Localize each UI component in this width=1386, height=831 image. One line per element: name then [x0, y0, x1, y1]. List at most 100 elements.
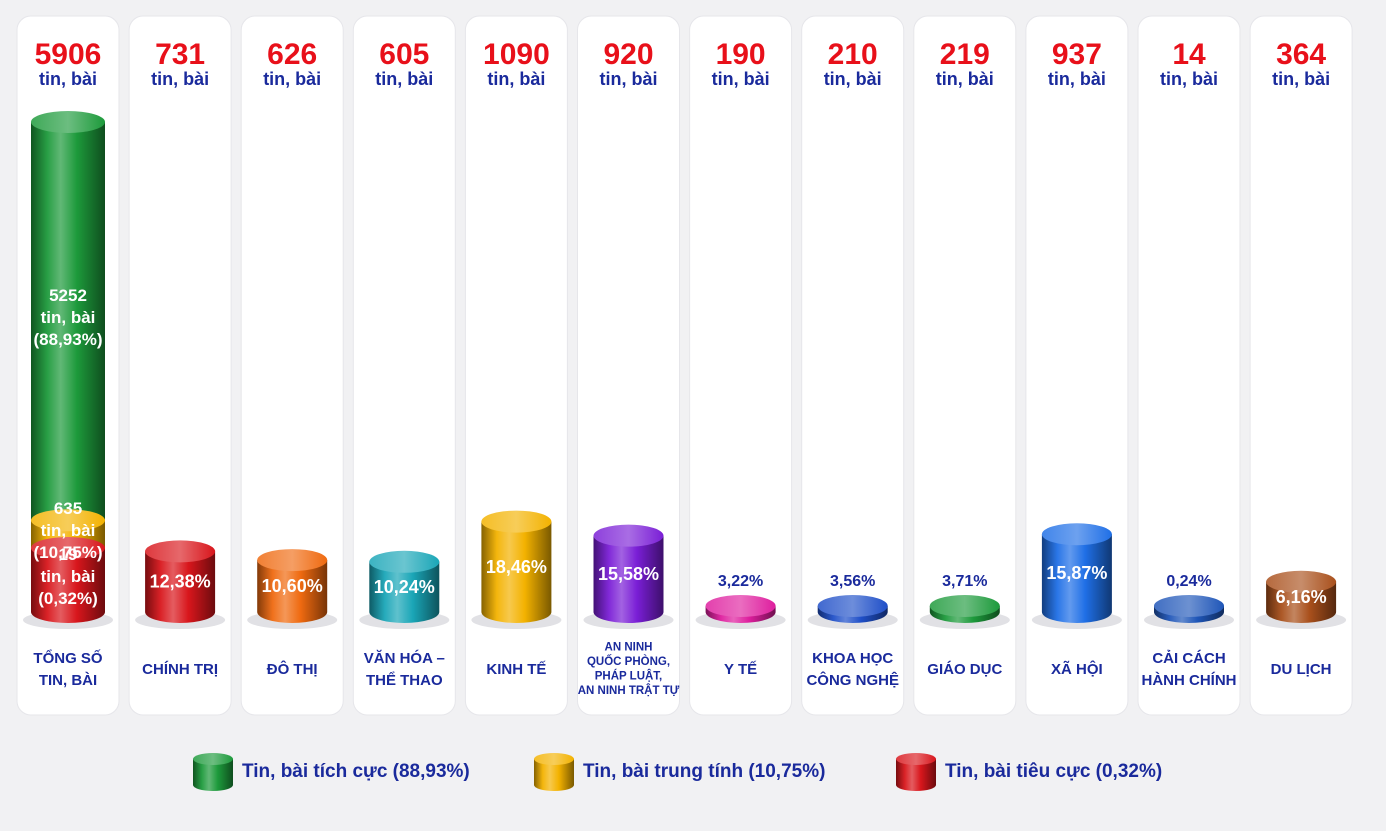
total-unit-label: tin, bài: [487, 69, 545, 89]
total-value: 364: [1276, 38, 1326, 71]
category-label: Y TẾ: [724, 661, 757, 678]
bar-percent-label: 10,24%: [374, 577, 435, 597]
segment-label-negative: 19 tin, bài (0,32%): [38, 545, 98, 608]
total-value: 190: [716, 38, 766, 71]
bar-6-top: [705, 595, 776, 617]
legend-swatch-negative: [895, 751, 937, 793]
category-panel: [1249, 15, 1353, 716]
total-unit-label: tin, bài: [1272, 69, 1330, 89]
bar-percent-label: 10,60%: [262, 576, 323, 596]
bar-2: [257, 549, 328, 623]
total-value: 14: [1172, 38, 1206, 71]
total-value: 210: [828, 38, 878, 71]
bar-5: [593, 524, 664, 623]
total-unit-label: tin, bài: [375, 69, 433, 89]
legend-cylinder-body: [896, 759, 936, 791]
total-unit-label: tin, bài: [263, 69, 321, 89]
total-unit-label: tin, bài: [1160, 69, 1218, 89]
legend-cylinder: [534, 753, 574, 791]
bar-8-top: [929, 595, 1000, 617]
category-label: GIÁO DỤC: [927, 661, 1002, 678]
total-unit-label: tin, bài: [712, 69, 770, 89]
category-panel: [128, 15, 232, 716]
legend-cylinder-body: [534, 759, 574, 791]
legend-label-neutral: Tin, bài trung tính (10,75%): [583, 761, 826, 782]
total-segment-negative-body: [31, 548, 105, 623]
bar-percent-label: 18,46%: [486, 557, 547, 577]
legend-cylinder: [193, 753, 233, 791]
legend-cylinder-top: [193, 753, 233, 765]
category-panel: [352, 15, 456, 716]
category-label: VĂN HÓA – THỂ THAO: [364, 649, 445, 689]
total-value: 1090: [483, 38, 550, 71]
bar-11-top: [1266, 570, 1337, 593]
category-panel: [240, 15, 344, 716]
category-label: AN NINH QUỐC PHÒNG, PHÁP LUẬT, AN NINH TRẬT…: [578, 641, 680, 697]
segment-label-positive: 5252 tin, bài (88,93%): [34, 286, 103, 349]
category-label: XÃ HỘI: [1051, 660, 1103, 678]
bar-1: [145, 540, 216, 623]
total-value: 920: [603, 38, 653, 71]
category-panel: [1137, 15, 1241, 716]
bar-2-body: [257, 560, 328, 623]
legend-label-positive: Tin, bài tích cực (88,93%): [242, 761, 470, 782]
legend: Tin, bài tích cực (88,93%) Tin, bài trun…: [0, 748, 1386, 798]
total-value: 937: [1052, 38, 1102, 71]
total-segment-positive-top: [31, 111, 105, 133]
legend-cylinder-body: [193, 759, 233, 791]
bar-3-top: [369, 550, 440, 573]
legend-cylinder-top: [896, 753, 936, 765]
bar-4-body: [481, 521, 552, 623]
legend-item-positive: Tin, bài tích cực (88,93%): [192, 748, 470, 796]
category-label: KHOA HỌC CÔNG NGHỆ: [806, 650, 899, 689]
legend-cylinder: [896, 753, 936, 791]
category-label: ĐÔ THỊ: [267, 660, 318, 678]
bar-percent-label: 12,38%: [150, 572, 211, 592]
total-unit-label: tin, bài: [151, 69, 209, 89]
bar-4-top: [481, 510, 552, 533]
category-label: DU LỊCH: [1271, 661, 1332, 678]
chart-bars: [31, 111, 1337, 623]
total-unit-label: tin, bài: [824, 69, 882, 89]
category-panel: [913, 15, 1017, 716]
bar-11: [1266, 570, 1337, 623]
legend-swatch-graphic: [534, 753, 574, 791]
legend-item-negative: Tin, bài tiêu cực (0,32%): [895, 748, 1162, 796]
total-segment-positive-body: [31, 122, 105, 532]
category-label: CẢI CÁCH HÀNH CHÍNH: [1142, 650, 1237, 689]
category-label: CHÍNH TRỊ: [142, 661, 218, 678]
bar-7: [817, 595, 888, 623]
bar-9: [1041, 523, 1112, 623]
total-segment-neutral-top: [31, 509, 105, 532]
total-segment-positive: [31, 111, 105, 532]
bar-1-body: [145, 551, 216, 623]
bar-9-body: [1041, 534, 1112, 623]
bar-7-top: [817, 595, 888, 617]
bar-4: [481, 510, 552, 623]
category-panel: [689, 15, 793, 716]
bar-10-top: [1154, 595, 1224, 617]
legend-item-neutral: Tin, bài trung tính (10,75%): [533, 748, 825, 796]
bar-3-body: [369, 561, 440, 623]
bar-6: [705, 595, 776, 623]
legend-swatch-graphic: [896, 753, 936, 791]
bar-9-top: [1041, 523, 1112, 546]
bar-2-top: [257, 549, 328, 572]
bar-percent-label: 15,87%: [1046, 563, 1107, 583]
bar-percent-label: 0,24%: [1166, 573, 1211, 590]
total-unit-label: tin, bài: [39, 69, 97, 89]
total-unit-label: tin, bài: [1048, 69, 1106, 89]
bar-percent-label: 15,58%: [598, 564, 659, 584]
bar-percent-label: 3,56%: [830, 573, 875, 590]
legend-cylinder-top: [534, 753, 574, 765]
bar-3: [369, 550, 440, 623]
category-label: KINH TẾ: [486, 661, 546, 678]
total-segment-negative: [31, 537, 105, 623]
bar-percent-label: 3,71%: [942, 573, 987, 590]
segment-label-neutral: 635 tin, bài (10,75%): [34, 499, 103, 562]
bar-5-top: [593, 524, 664, 547]
legend-swatch-positive: [192, 751, 234, 793]
total-value: 605: [379, 38, 429, 71]
total-value: 219: [940, 38, 990, 71]
